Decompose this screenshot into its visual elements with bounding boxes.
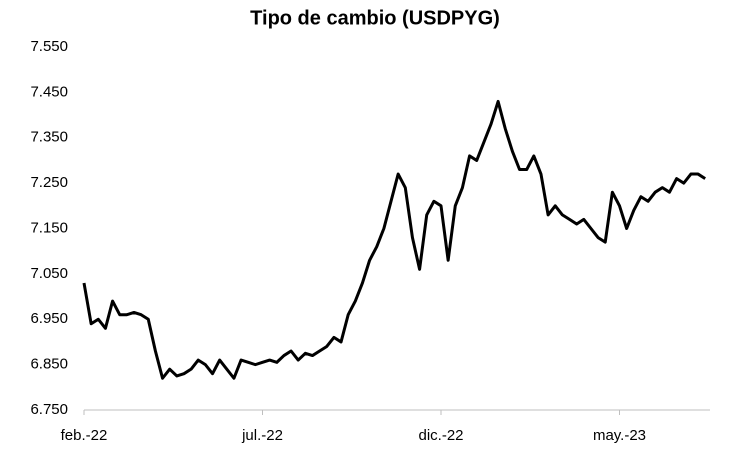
y-tick-label: 7.250	[30, 174, 68, 191]
line	[82, 99, 706, 380]
x-tick-label: may.-23	[593, 427, 646, 444]
x-tick-label: dic.-22	[418, 427, 463, 444]
y-tick-label: 7.450	[30, 83, 68, 100]
y-tick-label: 7.050	[30, 265, 68, 282]
x-tick-label: jul.-22	[241, 427, 283, 444]
y-tick-label: 7.350	[30, 129, 68, 146]
x-tick-label: feb.-22	[61, 427, 108, 444]
y-tick-label: 6.950	[30, 310, 68, 327]
y-tick-label: 7.150	[30, 219, 68, 236]
y-tick-label: 6.850	[30, 356, 68, 373]
chart-title: Tipo de cambio (USDPYG)	[250, 7, 500, 29]
y-tick-label: 7.550	[30, 38, 68, 55]
y-tick-label: 6.750	[30, 401, 68, 418]
